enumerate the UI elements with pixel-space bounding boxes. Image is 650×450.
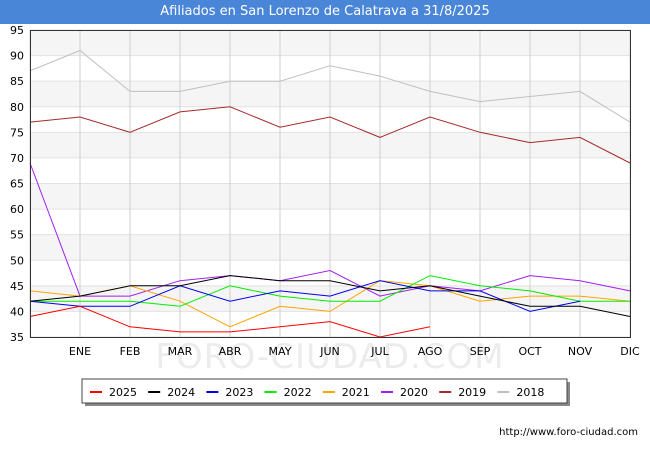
- y-tick-label: 40: [10, 305, 24, 318]
- legend-label-2019: 2019: [458, 386, 486, 399]
- x-tick-label: NOV: [568, 345, 593, 358]
- plot-frame: [30, 30, 631, 338]
- x-tick-label: SEP: [470, 345, 491, 358]
- y-tick-label: 65: [10, 178, 24, 191]
- y-tick-label: 45: [10, 280, 24, 293]
- x-tick-label: JUL: [370, 345, 389, 358]
- x-tick-label: MAY: [269, 345, 292, 358]
- source-link[interactable]: http://www.foro-ciudad.com: [499, 427, 638, 438]
- y-tick-label: 85: [10, 75, 24, 88]
- y-tick-label: 55: [10, 229, 24, 242]
- x-tick-label: OCT: [518, 345, 541, 358]
- y-tick-label: 75: [10, 126, 24, 139]
- legend-label-2020: 2020: [400, 386, 428, 399]
- y-axis-ticks: 35 40 45 50 55 60 65 70 75 80 85 90 95: [10, 24, 24, 344]
- series-line-2022: [30, 275, 630, 307]
- series-line-2025: [29, 305, 431, 338]
- y-tick-label: 90: [10, 50, 24, 63]
- series-line-2024: [29, 275, 631, 317]
- legend-label-2021: 2021: [342, 386, 370, 399]
- legend-label-2025: 2025: [109, 386, 137, 399]
- x-tick-label: MAR: [168, 345, 193, 358]
- y-tick-label: 80: [10, 101, 24, 114]
- x-tick-label: ENE: [69, 345, 91, 358]
- x-tick-label: DIC: [620, 345, 640, 358]
- series-line-2023: [29, 280, 581, 312]
- x-tick-label: AGO: [418, 345, 443, 358]
- legend-label-2023: 2023: [225, 386, 253, 399]
- legend: 2025 2024 2023 2022 2021 2020 2019 2018: [81, 378, 570, 406]
- x-tick-label: FEB: [120, 345, 141, 358]
- legend-label-2022: 2022: [284, 386, 312, 399]
- legend-box: [81, 378, 568, 404]
- watermark: FORO-CIUDAD.COM: [155, 337, 504, 377]
- x-axis-ticks: ENE FEB MAR ABR MAY JUN JUL AGO SEP OCT NOV DIC: [69, 345, 640, 358]
- y-tick-label: 50: [10, 254, 24, 267]
- series-line-2018: [29, 49, 631, 123]
- series-line-2020: [29, 162, 631, 297]
- x-tick-label: JUN: [319, 345, 340, 358]
- legend-label-2024: 2024: [167, 386, 195, 399]
- y-tick-label: 35: [10, 331, 24, 344]
- y-tick-label: 70: [10, 152, 24, 165]
- series-line-2019: [29, 106, 631, 164]
- y-tick-label: 95: [10, 24, 24, 37]
- chart-title: Afiliados en San Lorenzo de Calatrava a …: [0, 0, 650, 24]
- x-tick-label: ABR: [219, 345, 242, 358]
- series-lines: [29, 49, 631, 338]
- y-tick-label: 60: [10, 203, 24, 216]
- legend-label-2018: 2018: [516, 386, 544, 399]
